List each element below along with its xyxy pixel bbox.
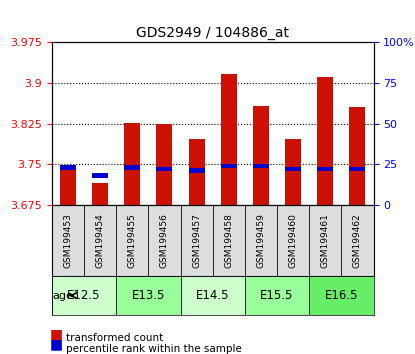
Bar xyxy=(285,139,301,205)
Bar xyxy=(60,165,76,170)
Text: E14.5: E14.5 xyxy=(196,289,229,302)
FancyBboxPatch shape xyxy=(309,205,342,276)
Bar xyxy=(156,167,173,171)
Text: E12.5: E12.5 xyxy=(67,289,101,302)
Text: GSM199455: GSM199455 xyxy=(128,213,137,268)
FancyBboxPatch shape xyxy=(149,205,181,276)
FancyBboxPatch shape xyxy=(277,205,309,276)
Text: percentile rank within the sample: percentile rank within the sample xyxy=(66,344,242,354)
Text: GSM199457: GSM199457 xyxy=(192,213,201,268)
Text: age: age xyxy=(53,291,73,301)
Text: transformed count: transformed count xyxy=(66,333,164,343)
FancyBboxPatch shape xyxy=(245,205,277,276)
Text: ■: ■ xyxy=(50,338,63,352)
Text: GSM199460: GSM199460 xyxy=(288,213,298,268)
FancyBboxPatch shape xyxy=(181,276,245,315)
Text: GSM199462: GSM199462 xyxy=(353,213,362,268)
Bar xyxy=(156,124,173,205)
Text: GSM199453: GSM199453 xyxy=(63,213,73,268)
Text: E15.5: E15.5 xyxy=(260,289,294,302)
Bar xyxy=(92,173,108,178)
Bar xyxy=(188,139,205,205)
Bar xyxy=(124,123,140,205)
Bar xyxy=(221,164,237,168)
Bar xyxy=(349,107,366,205)
FancyBboxPatch shape xyxy=(116,205,149,276)
Text: ■: ■ xyxy=(50,327,63,341)
FancyBboxPatch shape xyxy=(52,276,116,315)
Text: GSM199459: GSM199459 xyxy=(256,213,266,268)
Bar xyxy=(253,106,269,205)
Text: E16.5: E16.5 xyxy=(325,289,358,302)
Bar xyxy=(188,169,205,173)
Bar xyxy=(349,167,366,171)
Bar xyxy=(60,165,76,205)
FancyBboxPatch shape xyxy=(342,205,374,276)
Bar xyxy=(317,167,333,171)
FancyBboxPatch shape xyxy=(116,276,181,315)
Text: GSM199456: GSM199456 xyxy=(160,213,169,268)
Bar xyxy=(285,167,301,171)
Title: GDS2949 / 104886_at: GDS2949 / 104886_at xyxy=(136,26,289,40)
FancyBboxPatch shape xyxy=(181,205,213,276)
Bar xyxy=(92,183,108,205)
Text: GSM199454: GSM199454 xyxy=(95,213,105,268)
Text: E13.5: E13.5 xyxy=(132,289,165,302)
FancyBboxPatch shape xyxy=(52,205,84,276)
Bar xyxy=(221,74,237,205)
FancyBboxPatch shape xyxy=(213,205,245,276)
Bar xyxy=(253,164,269,168)
FancyBboxPatch shape xyxy=(245,276,309,315)
Bar xyxy=(124,165,140,170)
Text: GSM199458: GSM199458 xyxy=(224,213,233,268)
Text: GSM199461: GSM199461 xyxy=(321,213,330,268)
FancyBboxPatch shape xyxy=(309,276,374,315)
FancyBboxPatch shape xyxy=(84,205,116,276)
Bar xyxy=(317,76,333,205)
